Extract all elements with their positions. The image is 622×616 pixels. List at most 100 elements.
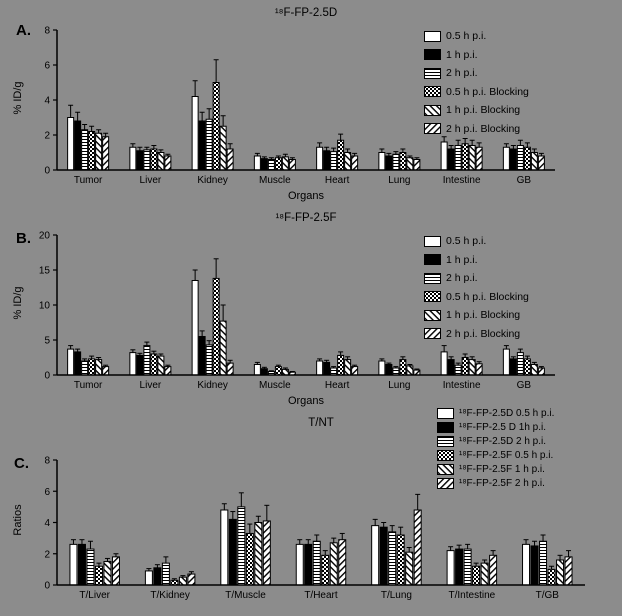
bar [330,367,338,376]
bar [385,155,393,171]
x-tick-label: T/Kidney [150,590,189,601]
bar [406,365,414,376]
panel-label-c: C. [14,455,29,472]
legend-label: ¹⁸F-FP-2.5F 2 h p.i. [459,478,545,489]
bar [413,509,422,586]
bar [537,367,545,376]
legend-swatch-white-icon [424,30,441,42]
bar [281,368,289,376]
legend-label: 2 h p.i. Blocking [446,327,521,340]
y-tick-label: 0 [44,581,50,592]
y-tick-label: 6 [44,487,50,498]
legend-swatch-diag2-icon [424,123,441,134]
legend-swatch-check-icon [424,86,441,97]
legend-item: 0.5 h p.i. [424,30,529,42]
bar [502,348,510,376]
bar [523,146,531,171]
bar [440,351,448,376]
bar [86,548,95,586]
bar [94,565,103,586]
bar [539,540,548,586]
legend-label: 2 h p.i. Blocking [446,122,521,135]
x-tick-label: Muscle [259,175,291,186]
bar [157,355,165,376]
bar [406,157,414,171]
bar [157,152,165,171]
legend-swatch-white-icon [437,408,454,419]
bar [77,543,86,586]
bar [316,360,324,376]
bar [260,368,268,376]
legend-item: 1 h p.i. [424,254,529,266]
bar [143,345,151,376]
bar [245,532,254,586]
bar [88,131,96,171]
bar [338,539,347,586]
bar [144,570,153,586]
legend-swatch-diag2-icon [424,328,441,339]
bar [461,143,469,171]
bar [102,136,110,171]
panel-label-a: A. [16,22,31,39]
bar [388,531,397,586]
bar [385,364,393,376]
bar [472,565,481,586]
x-tick-label: Kidney [197,380,228,391]
bar [547,568,556,586]
legend-item: 2 h p.i. [424,272,529,284]
bar [337,139,345,171]
legend-b: 0.5 h p.i. 1 h p.i. 2 h p.i. 0.5 h p.i. Blo… [424,235,529,346]
chart-panel-a: Tumor Liver Kidney Muscle Heart Lung Intestine… [44,26,555,186]
bar [530,152,538,171]
bar [274,366,282,376]
bar [392,153,400,171]
legend-label: 1 h p.i. [446,48,478,61]
legend-item: 1 h p.i. [424,49,529,61]
y-axis-label-b: % ID/g [12,286,24,320]
legend-swatch-diag1-icon [424,104,441,116]
bar [399,152,407,171]
bar [260,158,268,171]
x-tick-label: T/Liver [79,590,110,601]
bar [212,277,220,376]
legend-label: 1 h p.i. Blocking [446,309,521,321]
x-tick-label: Tumor [74,380,103,391]
bar [67,117,75,171]
bar [405,551,414,586]
bar [321,554,330,586]
legend-label: ¹⁸F-FP-2.5D 0.5 h p.i. [459,408,555,419]
x-tick-label: GB [517,380,532,391]
bar [447,148,455,171]
bar [447,359,455,376]
bar [516,352,524,376]
y-tick-label: 2 [44,131,50,142]
bar [351,155,359,171]
bar [226,362,234,376]
legend-item: 0.5 h p.i. Blocking [424,86,529,98]
bar [379,526,388,586]
bar [111,556,120,586]
bar [288,159,296,171]
bar [537,155,545,171]
legend-swatch-white-icon [424,235,441,247]
bar [522,543,531,586]
legend-item: 0.5 h p.i. [424,235,529,247]
y-tick-label: 5 [44,336,50,347]
bar [323,150,331,171]
bar [67,348,75,376]
bar [446,550,455,586]
bar [312,540,321,586]
x-tick-label: Tumor [74,175,103,186]
bar [253,155,261,171]
bar [74,120,82,171]
x-axis-label-a: Organs [287,190,325,202]
bar [191,96,199,171]
bar [178,576,187,586]
y-axis-label-a: % ID/g [12,81,24,115]
bar [95,359,103,376]
legend-label: 0.5 h p.i. [446,235,487,247]
legend-item: ¹⁸F-FP-2.5D 0.5 h p.i. [437,408,554,419]
bar [344,359,352,376]
legend-item: 1 h p.i. Blocking [424,309,529,321]
legend-label: 0.5 h p.i. [446,30,487,42]
